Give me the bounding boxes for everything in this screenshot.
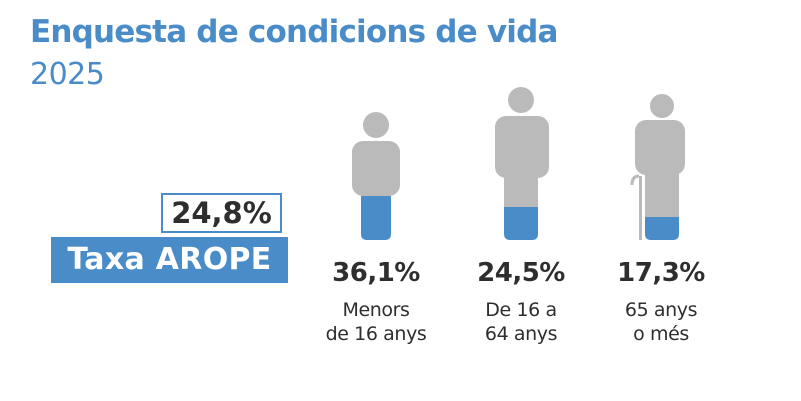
group-label-elderly-line2: o més [633, 323, 689, 345]
adult-figure-icon [495, 87, 549, 240]
elderly-figure-with-cane-icon [629, 93, 685, 240]
group-value-children: 36,1% [332, 258, 420, 288]
page-title: Enquesta de condicions de vida [30, 14, 558, 50]
arope-label-banner: Taxa AROPE [51, 237, 288, 283]
group-label-elderly-line1: 65 anys [624, 299, 698, 321]
arope-value-box: 24,8% [161, 193, 282, 233]
group-value-elderly: 17,3% [617, 258, 705, 288]
group-label-children-line2: de 16 anys [325, 323, 427, 345]
group-value-adults: 24,5% [477, 258, 565, 288]
group-label-adults-line1: De 16 a [485, 299, 557, 321]
group-label-adults-line2: 64 anys [484, 323, 558, 345]
group-label-children-line1: Menors [342, 299, 410, 321]
year-subtitle: 2025 [30, 57, 105, 92]
child-figure-icon [352, 110, 400, 240]
